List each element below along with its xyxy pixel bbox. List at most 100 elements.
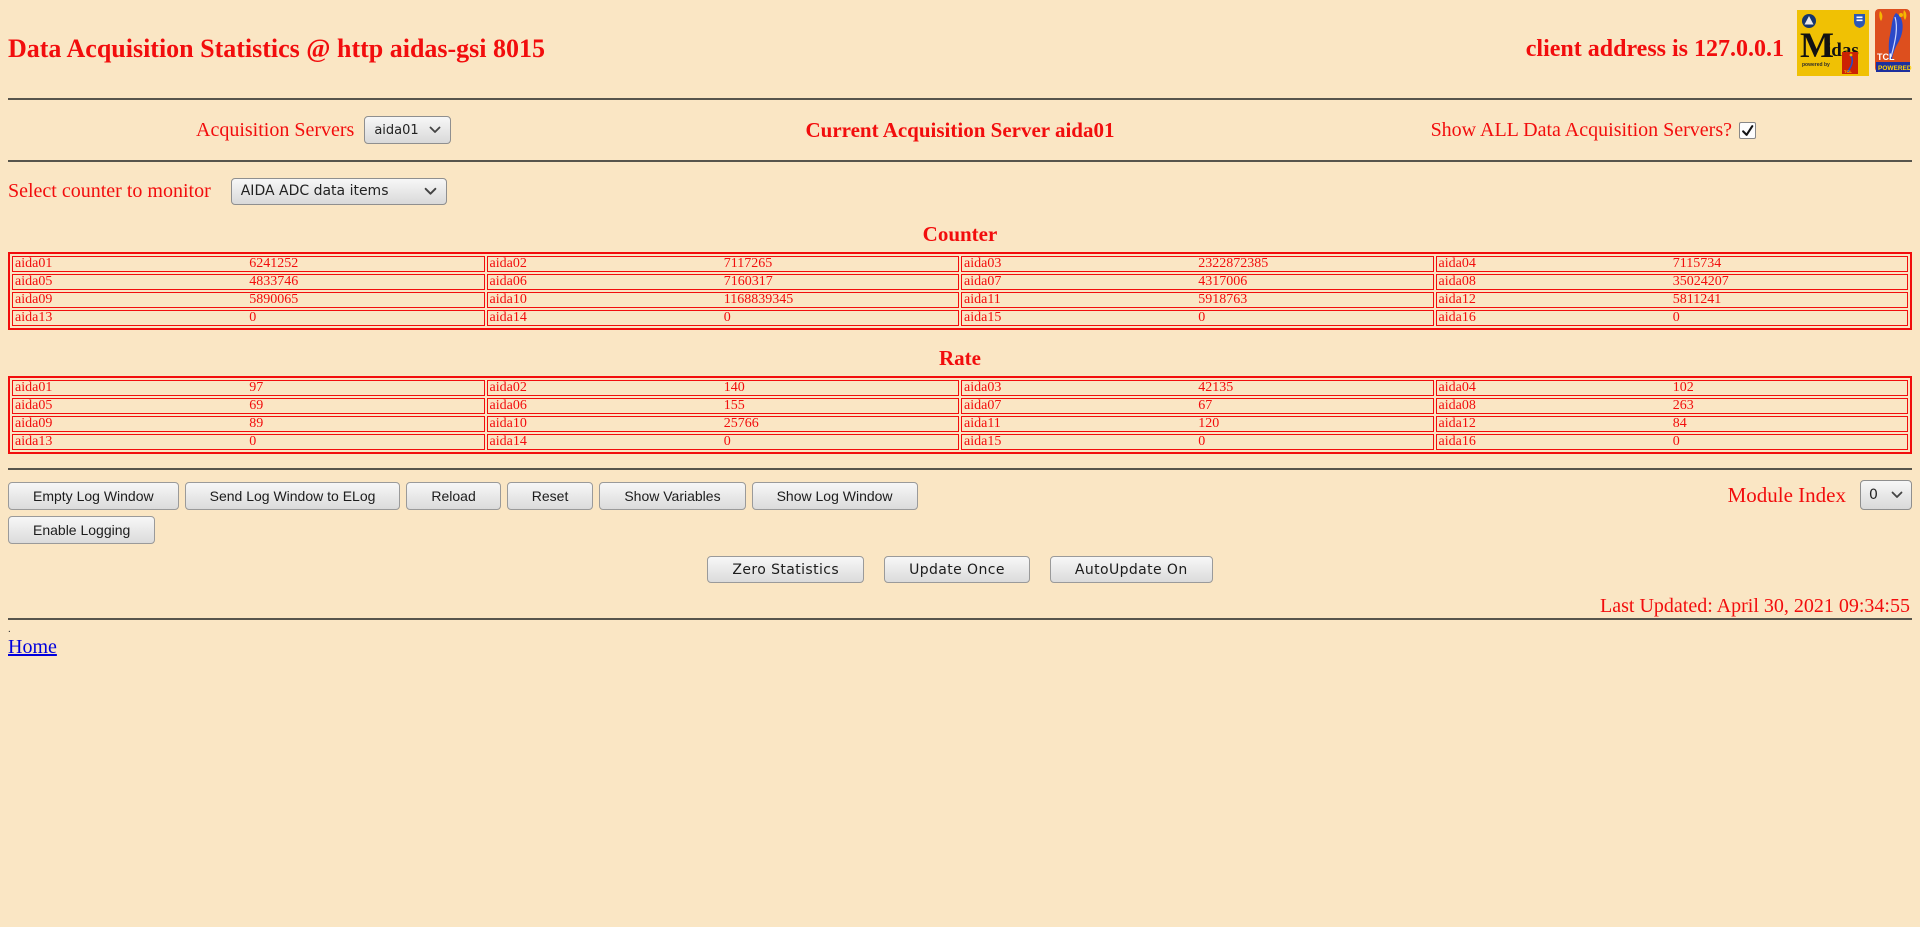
log-toolbar: Empty Log Window Send Log Window to ELog…	[8, 470, 1912, 544]
channel-value: 140	[723, 380, 745, 395]
table-pair: aida14 0	[486, 310, 959, 326]
midas-logo-icon: M idas powered by TCL	[1797, 10, 1869, 76]
rate-heading: Rate	[939, 346, 981, 370]
channel-value: 5890065	[249, 292, 299, 307]
page-title: Data Acquisition Statistics @ http aidas…	[8, 34, 546, 63]
table-pair: aida05 4833746	[12, 274, 485, 290]
channel-name: aida08	[1438, 274, 1476, 289]
divider-top	[8, 98, 1912, 100]
table-pair: aida14 0	[486, 434, 959, 450]
channel-value: 89	[249, 416, 264, 431]
table-pair: aida15 0	[961, 310, 1434, 326]
table-pair: aida03 2322872385	[961, 256, 1434, 272]
table-pair: aida02 140	[486, 380, 959, 396]
channel-value: 155	[723, 398, 745, 413]
channel-value: 0	[249, 310, 257, 325]
table-pair: aida01 6241252	[12, 256, 485, 272]
tcl-brand-text: TCL	[1877, 52, 1895, 62]
acquisition-servers-label: Acquisition Servers	[196, 118, 355, 141]
reload-button[interactable]: Reload	[406, 482, 501, 510]
show-log-window-button[interactable]: Show Log Window	[751, 482, 918, 510]
channel-value: 1168839345	[723, 292, 794, 307]
server-bar: Acquisition Servers aida01 Current Acqui…	[8, 100, 1912, 160]
update-toolbar: Zero Statistics Update Once AutoUpdate O…	[8, 556, 1912, 583]
channel-name: aida08	[1438, 398, 1476, 413]
table-pair: aida05 69	[12, 398, 485, 414]
tcl-powered-text: POWERED	[1878, 65, 1912, 72]
channel-value: 4317006	[1198, 274, 1248, 289]
channel-name: aida13	[15, 434, 53, 449]
channel-value: 42135	[1198, 380, 1234, 395]
current-server-text: Current Acquisition Server aida01	[805, 117, 1115, 142]
channel-name: aida02	[489, 256, 527, 271]
channel-name: aida15	[964, 310, 1002, 325]
channel-name: aida02	[489, 380, 527, 395]
table-pair: aida07 4317006	[961, 274, 1434, 290]
channel-name: aida10	[489, 292, 527, 307]
show-all-checkbox[interactable]	[1739, 121, 1756, 139]
channel-name: aida07	[964, 398, 1002, 413]
table-row: aida13 0 aida14 0 aida15 0 aida16 0	[12, 434, 1908, 450]
last-updated-text: Last Updated: April 30, 2021 09:34:55	[1600, 595, 1910, 617]
table-pair: aida11 120	[961, 416, 1434, 432]
reset-button[interactable]: Reset	[506, 482, 594, 510]
table-pair: aida13 0	[12, 310, 485, 326]
svg-text:powered by: powered by	[1802, 62, 1830, 68]
channel-value: 0	[1198, 434, 1206, 449]
monitor-select-row: Select counter to monitor AIDA ADC data …	[8, 176, 1912, 206]
footer-dot: .	[8, 623, 11, 635]
zero-statistics-button[interactable]: Zero Statistics	[707, 556, 865, 583]
channel-value: 102	[1672, 380, 1694, 395]
counter-monitor-select-value: AIDA ADC data items	[240, 183, 389, 199]
update-once-button[interactable]: Update Once	[884, 556, 1030, 583]
module-index-select[interactable]: 0	[1860, 480, 1912, 510]
chevron-down-icon	[429, 126, 441, 134]
show-variables-button[interactable]: Show Variables	[599, 482, 746, 510]
table-pair: aida11 5918763	[961, 292, 1434, 308]
autoupdate-on-button[interactable]: AutoUpdate On	[1049, 556, 1213, 583]
channel-value: 0	[249, 434, 257, 449]
table-pair: aida13 0	[12, 434, 485, 450]
channel-value: 0	[723, 310, 731, 325]
channel-value: 0	[1672, 310, 1680, 325]
table-pair: aida08 263	[1435, 398, 1908, 414]
home-link[interactable]: Home	[8, 636, 57, 658]
rate-table: aida01 97 aida02 140 aida03 42135 aida04 102…	[8, 376, 1912, 454]
channel-name: aida12	[1438, 292, 1476, 307]
channel-name: aida03	[964, 256, 1002, 271]
channel-value: 0	[723, 434, 731, 449]
table-pair: aida02 7117265	[486, 256, 959, 272]
channel-value: 7117265	[723, 256, 773, 271]
channel-name: aida14	[489, 434, 527, 449]
channel-value: 69	[249, 398, 264, 413]
channel-name: aida13	[15, 310, 53, 325]
channel-name: aida05	[15, 398, 53, 413]
table-pair: aida06 155	[486, 398, 959, 414]
table-pair: aida08 35024207	[1435, 274, 1908, 290]
acquisition-server-select-value: aida01	[374, 122, 419, 138]
channel-name: aida03	[964, 380, 1002, 395]
table-row: aida05 69 aida06 155 aida07 67 aida08 263	[12, 398, 1908, 414]
channel-value: 120	[1198, 416, 1220, 431]
table-pair: aida06 7160317	[486, 274, 959, 290]
channel-value: 5918763	[1198, 292, 1248, 307]
acquisition-server-select[interactable]: aida01	[364, 116, 451, 144]
channel-value: 7115734	[1672, 256, 1722, 271]
channel-value: 97	[249, 380, 264, 395]
enable-logging-button[interactable]: Enable Logging	[8, 516, 156, 544]
table-pair: aida09 89	[12, 416, 485, 432]
client-address: client address is 127.0.0.1	[1525, 35, 1784, 62]
channel-name: aida09	[15, 416, 53, 431]
checkbox-check-icon	[1742, 124, 1754, 136]
table-row: aida01 97 aida02 140 aida03 42135 aida04 102	[12, 380, 1908, 396]
send-log-window-to-elog-button[interactable]: Send Log Window to ELog	[184, 482, 401, 510]
channel-value: 2322872385	[1198, 256, 1269, 271]
table-pair: aida16 0	[1435, 310, 1908, 326]
divider-bottom	[8, 618, 1912, 620]
channel-name: aida05	[15, 274, 53, 289]
empty-log-window-button[interactable]: Empty Log Window	[8, 482, 179, 510]
table-pair: aida04 7115734	[1435, 256, 1908, 272]
table-row: aida13 0 aida14 0 aida15 0 aida16 0	[12, 310, 1908, 326]
counter-monitor-select[interactable]: AIDA ADC data items	[230, 177, 447, 205]
table-pair: aida12 5811241	[1435, 292, 1908, 308]
